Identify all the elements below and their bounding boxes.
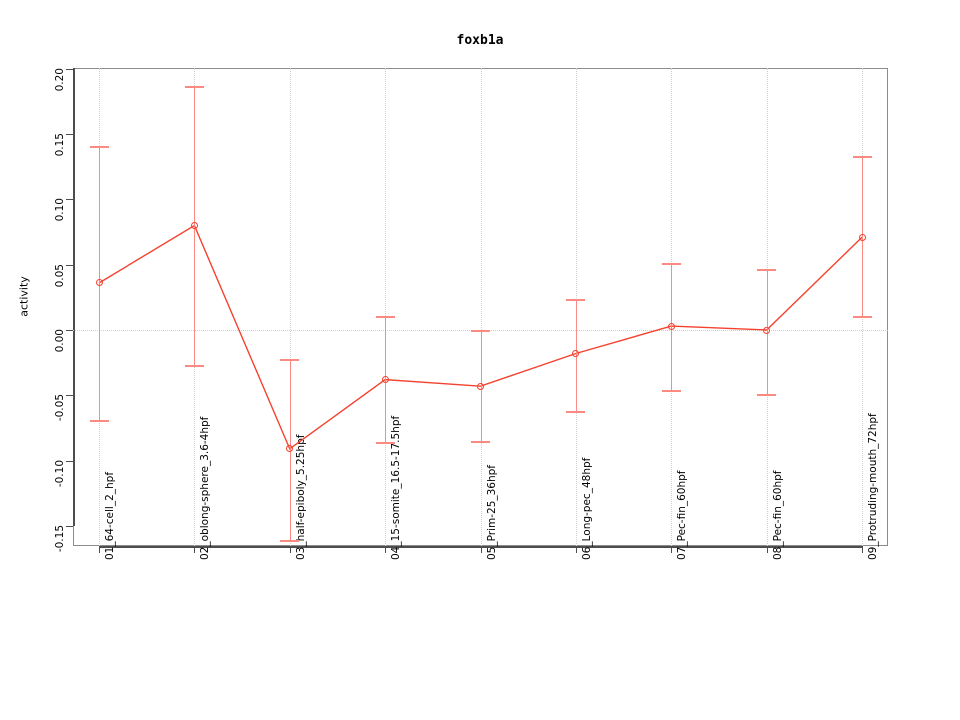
error-bar-cap: [280, 540, 300, 543]
error-bar-cap: [280, 358, 300, 361]
error-bar-cap: [757, 268, 777, 271]
y-tick-label: -0.15: [54, 524, 66, 553]
x-tick-mark: [194, 546, 196, 553]
data-point: [95, 279, 103, 287]
data-point: [667, 322, 675, 330]
y-tick-label: 0.05: [54, 263, 66, 288]
x-tick-mark: [862, 546, 863, 553]
gridline-vertical: [385, 68, 387, 546]
y-tick-mark: [66, 134, 73, 136]
x-tick-label: 09_Protruding-mouth_72hpf: [867, 413, 879, 560]
error-bar-cap: [184, 365, 204, 368]
x-tick-mark: [385, 546, 387, 553]
error-bar-cap: [471, 330, 490, 332]
error-bar-cap: [852, 156, 872, 159]
y-tick-mark: [66, 264, 73, 266]
error-bar-cap: [89, 145, 109, 148]
y-axis-line: [73, 68, 75, 526]
y-tick-mark: [66, 68, 73, 70]
x-tick-label: 08_Pec-fin_60hpf: [771, 470, 784, 561]
y-tick-label: -0.05: [54, 394, 66, 422]
data-point: [286, 445, 294, 453]
data-point: [477, 382, 484, 390]
error-bar-cap: [852, 315, 872, 318]
x-tick-mark: [671, 546, 673, 553]
x-tick-label: 07_Pec-fin_60hpf: [676, 470, 689, 561]
x-tick-label: 06_Long-pec_48hpf: [580, 457, 593, 560]
x-tick-label: 01_64-cell_2_hpf: [104, 471, 116, 560]
error-bar-cap: [757, 393, 777, 396]
x-tick-label: 05_Prim-25_36hpf: [485, 465, 498, 560]
y-tick-label: -0.10: [54, 459, 66, 487]
data-point: [381, 376, 389, 384]
y-tick-mark: [66, 525, 73, 527]
chart-title: foxb1a: [456, 33, 504, 48]
y-tick-mark: [66, 330, 73, 331]
error-bar-cap: [375, 442, 395, 445]
error-bar-cap: [566, 298, 586, 301]
x-tick-mark: [99, 546, 100, 553]
x-tick-mark: [289, 546, 291, 553]
y-tick-mark: [66, 460, 73, 462]
error-bar-cap: [89, 420, 109, 423]
x-tick-label: 02_oblong-sphere_3.6-4hpf: [199, 416, 212, 560]
error-bar-cap: [661, 263, 681, 266]
x-tick-mark: [480, 546, 482, 553]
y-axis-label: activity: [17, 276, 31, 317]
error-bar-cap: [184, 85, 204, 88]
y-tick-label: 0.00: [54, 329, 66, 353]
error-bar-cap: [375, 315, 395, 318]
data-point: [190, 222, 198, 230]
x-tick-mark: [766, 546, 768, 553]
error-bar-cap: [661, 390, 681, 393]
data-point: [572, 350, 580, 357]
y-tick-label: 0.20: [54, 67, 66, 92]
error-bar-cap: [471, 441, 490, 443]
y-tick-mark: [66, 199, 73, 201]
y-tick-label: 0.10: [54, 198, 66, 222]
data-point: [858, 233, 866, 241]
error-bar-cap: [566, 410, 586, 413]
data-point: [763, 326, 771, 334]
x-tick-label: 04_15-somite_16.5-17.5hpf: [390, 415, 403, 560]
y-tick-mark: [66, 395, 73, 397]
gridline-vertical: [480, 68, 482, 546]
x-tick-mark: [575, 546, 577, 553]
y-tick-label: 0.15: [54, 133, 66, 157]
